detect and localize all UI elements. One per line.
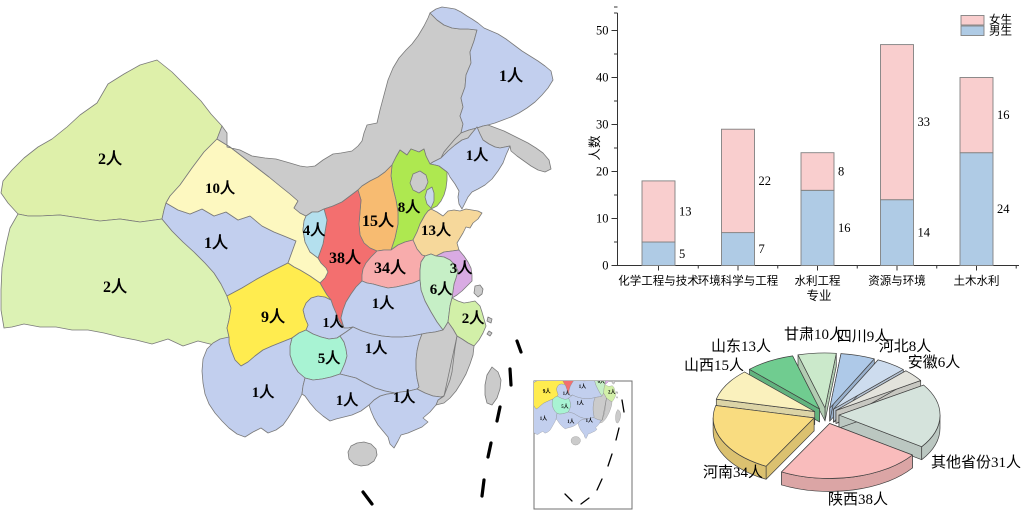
svg-text:男生: 男生 <box>989 24 1012 38</box>
svg-text:土木水利: 土木水利 <box>954 275 1000 288</box>
svg-text:1人: 1人 <box>499 67 524 85</box>
svg-text:24: 24 <box>997 202 1010 216</box>
svg-text:38人: 38人 <box>329 249 362 267</box>
svg-text:资源与环境: 资源与环境 <box>868 274 926 288</box>
svg-text:4人: 4人 <box>303 222 327 239</box>
svg-text:7: 7 <box>759 242 765 256</box>
svg-text:15人: 15人 <box>362 212 395 230</box>
svg-text:8人: 8人 <box>398 199 422 216</box>
svg-text:0: 0 <box>602 259 608 273</box>
svg-text:5人: 5人 <box>318 350 342 367</box>
svg-text:其他省份31人: 其他省份31人 <box>931 454 1021 471</box>
svg-text:16: 16 <box>997 108 1010 122</box>
svg-text:10人: 10人 <box>205 180 236 197</box>
svg-text:2人: 2人 <box>103 278 128 296</box>
svg-text:3人: 3人 <box>450 260 474 277</box>
svg-text:1人: 1人 <box>372 295 396 312</box>
svg-text:40: 40 <box>596 71 609 85</box>
svg-text:1人: 1人 <box>336 392 360 409</box>
svg-text:2人: 2人 <box>462 310 486 327</box>
svg-text:22: 22 <box>759 174 772 188</box>
svg-text:13人: 13人 <box>421 222 452 239</box>
svg-text:女生: 女生 <box>989 13 1012 27</box>
svg-text:20: 20 <box>596 165 609 179</box>
svg-text:环境科学与工程: 环境科学与工程 <box>698 274 779 288</box>
svg-text:1人: 1人 <box>252 384 276 401</box>
svg-text:河北8人: 河北8人 <box>879 338 932 355</box>
svg-text:50: 50 <box>596 24 609 38</box>
svg-text:1人: 1人 <box>323 314 345 331</box>
svg-text:甘肃10人: 甘肃10人 <box>784 326 844 343</box>
svg-text:5: 5 <box>679 247 685 261</box>
svg-text:14: 14 <box>918 226 931 240</box>
svg-text:2人: 2人 <box>98 150 123 168</box>
svg-text:水利工程: 水利工程 <box>795 275 841 288</box>
svg-text:1人: 1人 <box>466 147 490 164</box>
svg-text:13: 13 <box>679 204 692 218</box>
svg-text:1人: 1人 <box>393 389 417 406</box>
svg-text:专业: 专业 <box>806 288 831 303</box>
svg-text:30: 30 <box>596 118 609 132</box>
svg-text:34人: 34人 <box>374 259 407 277</box>
svg-text:33: 33 <box>918 115 931 129</box>
svg-text:1人: 1人 <box>365 340 389 357</box>
svg-text:人数: 人数 <box>587 135 602 161</box>
svg-text:四川9人: 四川9人 <box>837 328 890 345</box>
svg-text:陕西38人: 陕西38人 <box>828 491 888 508</box>
svg-text:16: 16 <box>838 221 851 235</box>
svg-text:9人: 9人 <box>261 308 286 326</box>
svg-text:10: 10 <box>596 212 609 226</box>
svg-text:河南34人: 河南34人 <box>703 464 763 481</box>
svg-text:山东13人: 山东13人 <box>711 338 771 355</box>
svg-text:安徽6人: 安徽6人 <box>908 354 961 371</box>
svg-text:6人: 6人 <box>430 281 454 298</box>
svg-text:化学工程与技术: 化学工程与技术 <box>618 274 699 288</box>
svg-text:8: 8 <box>838 165 844 179</box>
svg-text:1人: 1人 <box>204 234 229 252</box>
svg-text:山西15人: 山西15人 <box>684 357 744 374</box>
